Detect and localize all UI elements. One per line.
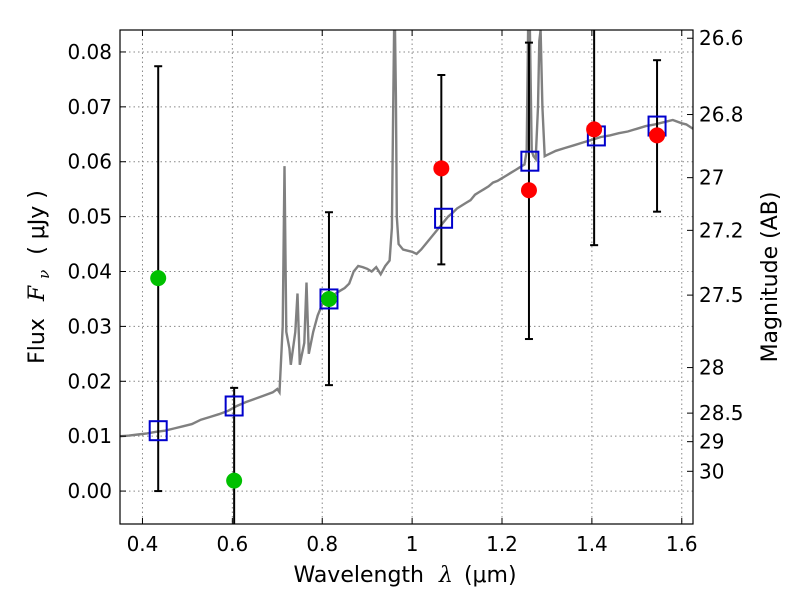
grid-lines: [120, 30, 693, 524]
errorbars: [154, 30, 662, 524]
model-box-marker: [224, 395, 244, 417]
model-box-marker: [148, 420, 168, 442]
right-tick-label: 27.5: [699, 283, 744, 307]
x-tick-label: 0.8: [306, 532, 338, 556]
low-significance-point: [320, 290, 337, 307]
x-tick-marks: [141, 30, 683, 524]
right-tick-label: 29: [699, 430, 724, 454]
y-tick-marks: [120, 37, 693, 492]
x-tick-label: 1.6: [666, 532, 698, 556]
y-tick-labels: 0.00 0.01 0.02 0.03 0.04 0.05 0.06 0.07 0.08: [67, 40, 112, 503]
y-tick-label: 0.04: [67, 260, 112, 284]
y-tick-label: 0.08: [67, 40, 112, 64]
right-tick-label: 27.2: [699, 218, 744, 242]
y-axis-label-unit: ( μJy ): [25, 190, 50, 255]
y-axis-label-subscript: ν: [35, 270, 53, 279]
x-axis-label-unit: (μm): [464, 563, 517, 588]
model-box-marker: [319, 288, 339, 310]
plot-frame: [119, 29, 694, 525]
right-tick-label: 26.8: [699, 103, 744, 127]
plot-area: [120, 30, 693, 524]
x-tick-label: 0.6: [216, 532, 248, 556]
x-axis-label-symbol: λ: [438, 563, 453, 588]
low-significance-point: [150, 270, 167, 287]
right-tick-label: 27: [699, 166, 724, 190]
model-box-marker: [434, 207, 454, 229]
x-tick-label: 1.2: [486, 532, 518, 556]
x-axis-label: Wavelength λ (μm): [293, 563, 516, 588]
template-spectrum-line: [120, 30, 693, 438]
right-tick-label: 28: [699, 356, 724, 380]
y-axis-label-prefix: Flux: [25, 318, 50, 364]
y-tick-label: 0.05: [67, 205, 112, 229]
y-axis-label: Flux F ν ( μJy ): [25, 190, 55, 364]
y-axis-label-symbol: F: [25, 285, 50, 302]
right-tick-labels: 26.6 26.8 27 27.2 27.5 28 28.5 29 30: [699, 26, 744, 483]
measured-flux-point: [586, 121, 603, 138]
right-tick-label: 30: [699, 459, 724, 483]
x-tick-labels: 0.4 0.6 0.8 1 1.2 1.4 1.6: [127, 532, 698, 556]
x-tick-label: 1: [406, 532, 419, 556]
model-boxes: [148, 115, 667, 442]
right-axis-label: Magnitude (AB): [758, 192, 783, 363]
y-tick-label: 0.07: [67, 95, 112, 119]
y-tick-label: 0.00: [67, 479, 112, 503]
y-tick-label: 0.03: [67, 314, 112, 338]
x-tick-label: 1.4: [576, 532, 608, 556]
measured-points: [150, 121, 666, 489]
measured-flux-point: [649, 127, 666, 144]
right-tick-label: 26.6: [699, 26, 744, 50]
y-tick-label: 0.06: [67, 150, 112, 174]
model-box-marker: [520, 150, 540, 172]
right-tick-label: 28.5: [699, 401, 744, 425]
measured-flux-point: [433, 160, 450, 177]
x-axis-label-prefix: Wavelength: [293, 563, 424, 588]
low-significance-point: [226, 472, 243, 489]
y-tick-label: 0.01: [67, 424, 112, 448]
measured-flux-point: [520, 182, 537, 199]
y-tick-label: 0.02: [67, 369, 112, 393]
x-tick-label: 0.4: [127, 532, 159, 556]
